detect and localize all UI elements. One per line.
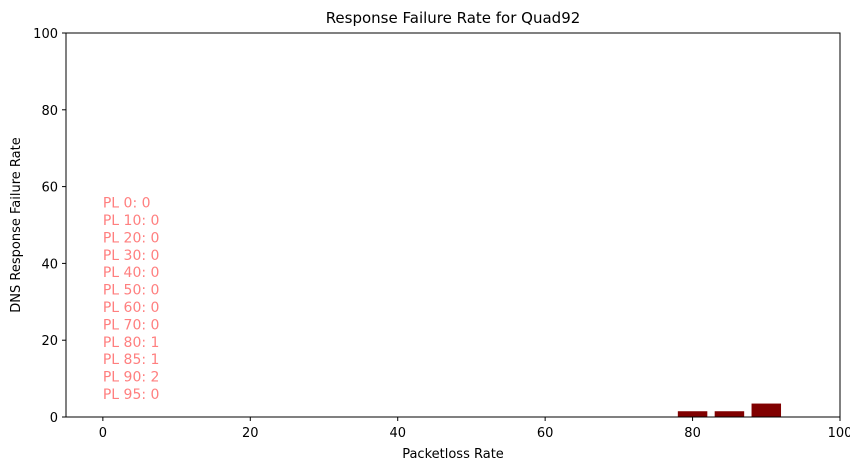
y-tick-label: 0 [50, 411, 58, 426]
x-tick-label: 40 [389, 426, 406, 441]
x-axis-title: Packetloss Rate [402, 447, 504, 462]
annotation-label: PL 90: 2 [103, 370, 160, 386]
x-tick-label: 20 [242, 426, 259, 441]
y-axis-title: DNS Response Failure Rate [9, 137, 24, 312]
chart-title: Response Failure Rate for Quad92 [326, 9, 581, 27]
annotation-label: PL 50: 0 [103, 283, 160, 299]
y-tick-label: 60 [41, 181, 58, 196]
bar-90 [751, 403, 782, 417]
plot-frame [65, 32, 841, 418]
x-tick-label: 0 [99, 426, 107, 441]
bar-80 [677, 411, 708, 417]
annotation-label: PL 20: 0 [103, 230, 160, 246]
x-tick-label: 100 [828, 426, 850, 441]
bar-85 [714, 411, 745, 417]
annotation-label: PL 95: 0 [103, 387, 160, 403]
y-tick-label: 40 [41, 257, 58, 272]
annotation-label: PL 80: 1 [103, 335, 160, 351]
y-tick-label: 100 [33, 27, 58, 42]
x-tick-label: 80 [684, 426, 701, 441]
annotation-label: PL 10: 0 [103, 213, 160, 229]
y-tick-label: 20 [41, 334, 58, 349]
annotation-label: PL 60: 0 [103, 300, 160, 316]
annotation-label: PL 0: 0 [103, 196, 151, 212]
annotation-label: PL 40: 0 [103, 265, 160, 281]
annotation-label: PL 30: 0 [103, 248, 160, 264]
annotation-label: PL 70: 0 [103, 317, 160, 333]
annotation-label: PL 85: 1 [103, 352, 160, 368]
x-tick-label: 60 [537, 426, 554, 441]
y-tick-label: 80 [41, 104, 58, 119]
